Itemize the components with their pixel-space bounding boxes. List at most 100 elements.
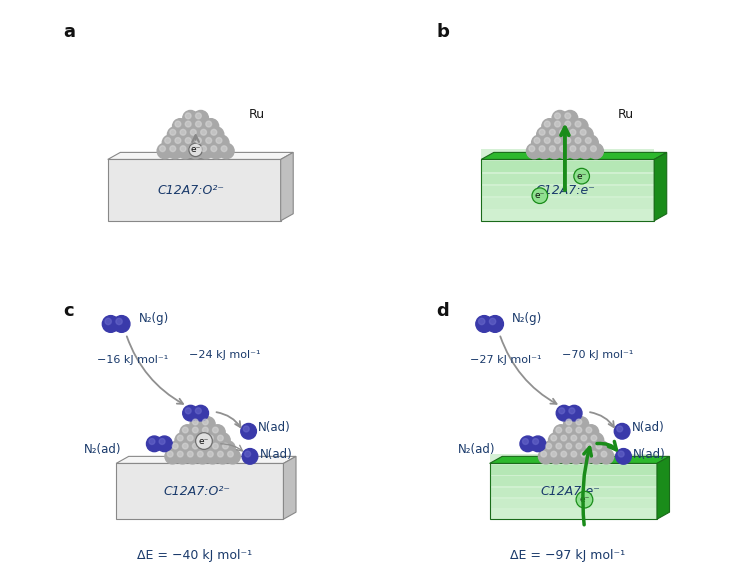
Circle shape [175, 433, 190, 448]
Circle shape [213, 427, 218, 433]
Circle shape [566, 427, 571, 433]
Polygon shape [489, 465, 657, 475]
Circle shape [196, 408, 201, 414]
Circle shape [200, 425, 215, 440]
Circle shape [217, 451, 223, 457]
Circle shape [583, 135, 598, 150]
Circle shape [552, 110, 568, 126]
Circle shape [574, 417, 589, 432]
Circle shape [208, 451, 213, 457]
Circle shape [539, 449, 554, 464]
Circle shape [220, 441, 235, 456]
Circle shape [173, 119, 188, 134]
Polygon shape [489, 487, 657, 497]
Circle shape [547, 127, 562, 142]
Circle shape [563, 441, 579, 456]
Circle shape [116, 318, 123, 325]
Text: Ru: Ru [249, 108, 264, 121]
Circle shape [596, 443, 602, 449]
Circle shape [221, 146, 227, 152]
Circle shape [556, 427, 562, 433]
Circle shape [165, 449, 180, 464]
Circle shape [245, 451, 251, 457]
Circle shape [569, 408, 574, 414]
Circle shape [170, 146, 176, 152]
Circle shape [579, 433, 594, 448]
Circle shape [565, 138, 571, 144]
Text: −24 kJ mol⁻¹: −24 kJ mol⁻¹ [189, 350, 260, 360]
Circle shape [588, 144, 604, 159]
Circle shape [197, 451, 203, 457]
Circle shape [546, 443, 551, 449]
Circle shape [198, 144, 214, 159]
Circle shape [213, 443, 218, 449]
Circle shape [562, 110, 577, 126]
Circle shape [185, 121, 191, 127]
Circle shape [202, 443, 208, 449]
Circle shape [196, 113, 202, 119]
Text: C12A7:O²⁻: C12A7:O²⁻ [164, 485, 231, 498]
Circle shape [548, 433, 563, 448]
Circle shape [175, 121, 181, 127]
Polygon shape [108, 159, 281, 221]
Circle shape [223, 443, 229, 449]
Circle shape [180, 425, 195, 440]
Circle shape [563, 425, 579, 440]
Circle shape [542, 135, 557, 150]
Circle shape [576, 443, 582, 449]
Circle shape [225, 449, 241, 464]
Circle shape [617, 426, 623, 432]
Circle shape [195, 433, 210, 448]
Circle shape [185, 449, 200, 464]
Circle shape [616, 449, 631, 464]
Polygon shape [657, 457, 669, 519]
Circle shape [575, 121, 581, 127]
Circle shape [177, 451, 183, 457]
Circle shape [566, 419, 571, 425]
Circle shape [188, 144, 203, 159]
Circle shape [173, 135, 188, 150]
Circle shape [201, 146, 206, 152]
Text: a: a [63, 23, 75, 41]
Circle shape [170, 130, 176, 135]
Circle shape [182, 443, 188, 449]
Circle shape [562, 119, 577, 134]
Circle shape [210, 441, 225, 456]
Text: −70 kJ mol⁻¹: −70 kJ mol⁻¹ [562, 350, 633, 360]
Circle shape [568, 449, 583, 464]
Circle shape [193, 110, 208, 126]
Circle shape [178, 144, 193, 159]
Circle shape [574, 425, 589, 440]
Circle shape [215, 449, 230, 464]
Circle shape [552, 119, 568, 134]
Circle shape [193, 419, 198, 425]
Circle shape [200, 441, 215, 456]
Circle shape [208, 435, 213, 441]
Circle shape [197, 435, 203, 441]
Circle shape [205, 433, 220, 448]
Circle shape [180, 146, 186, 152]
Circle shape [175, 449, 190, 464]
Circle shape [167, 144, 183, 159]
Text: N(ad): N(ad) [633, 447, 666, 461]
Circle shape [554, 138, 560, 144]
Circle shape [554, 425, 568, 440]
Circle shape [215, 433, 230, 448]
Circle shape [193, 406, 208, 421]
Circle shape [195, 449, 210, 464]
Circle shape [534, 138, 540, 144]
Circle shape [182, 427, 188, 433]
Circle shape [586, 138, 591, 144]
Circle shape [554, 121, 560, 127]
Circle shape [205, 121, 211, 127]
Text: −27 kJ mol⁻¹: −27 kJ mol⁻¹ [470, 355, 542, 365]
Circle shape [180, 130, 186, 135]
Circle shape [559, 408, 565, 414]
Circle shape [554, 441, 568, 456]
Circle shape [545, 121, 550, 127]
Text: e⁻: e⁻ [535, 191, 545, 200]
Circle shape [574, 441, 589, 456]
Circle shape [187, 435, 193, 441]
Circle shape [565, 121, 571, 127]
Polygon shape [489, 454, 657, 464]
